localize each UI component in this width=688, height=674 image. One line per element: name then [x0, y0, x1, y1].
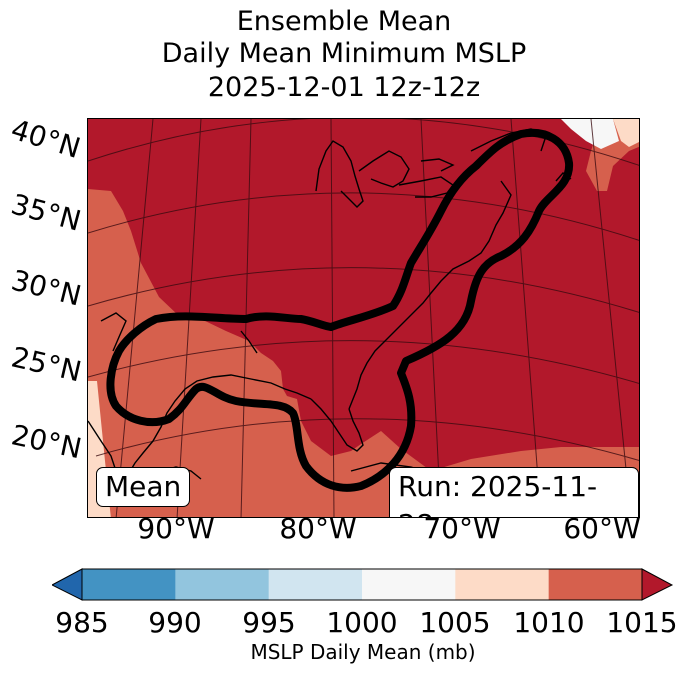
colorbar-tick-1000: 1000: [326, 606, 398, 639]
lon-label-90w: 90°W: [137, 512, 215, 545]
mslp-fill-1000: [561, 119, 619, 149]
lat-label-30n: 30°N: [8, 263, 85, 313]
mslp-fill-1005-east: [613, 119, 639, 147]
lat-label-40n: 40°N: [7, 112, 85, 165]
lat-label-35n: 35°N: [7, 187, 85, 238]
title-line-1: Ensemble Mean: [236, 6, 452, 37]
colorbar-bin-990: [175, 569, 270, 600]
colorbar: [52, 568, 674, 601]
colorbar-tick-990: 990: [148, 606, 202, 639]
colorbar-bin-1005: [455, 569, 550, 600]
run-label-box: Run: 2025-11-28: [389, 467, 639, 517]
map-plot: [88, 119, 639, 517]
lon-label-60w: 60°W: [563, 512, 641, 545]
colorbar-tick-995: 995: [242, 606, 296, 639]
colorbar-tick-1010: 1010: [513, 606, 585, 639]
colorbar-tick-985: 985: [55, 606, 109, 639]
colorbar-under-arrow: [52, 568, 83, 601]
title-line-2: Daily Mean Minimum MSLP: [161, 38, 527, 69]
colorbar-label: MSLP Daily Mean (mb): [250, 640, 476, 664]
mslp-contour: [106, 128, 574, 492]
colorbar-bin-985: [82, 569, 176, 600]
mean-label-box: Mean: [96, 467, 191, 507]
lon-label-70w: 70°W: [423, 512, 501, 545]
title-line-3: 2025-12-01 12z-12z: [207, 72, 481, 103]
colorbar-tick-1015: 1015: [606, 606, 678, 639]
colorbar-bin-995: [268, 569, 363, 600]
colorbar-bin-1010: [548, 569, 643, 600]
lon-label-80w: 80°W: [279, 512, 357, 545]
colorbar-over-arrow: [641, 568, 674, 601]
mslp-fill-1010: [88, 189, 639, 517]
lat-label-20n: 20°N: [8, 418, 85, 466]
map-panel: Mean Run: 2025-11-28: [87, 118, 640, 518]
colorbar-bin-1000: [362, 569, 456, 600]
lat-label-25n: 25°N: [8, 340, 85, 389]
colorbar-tick-1005: 1005: [419, 606, 491, 639]
